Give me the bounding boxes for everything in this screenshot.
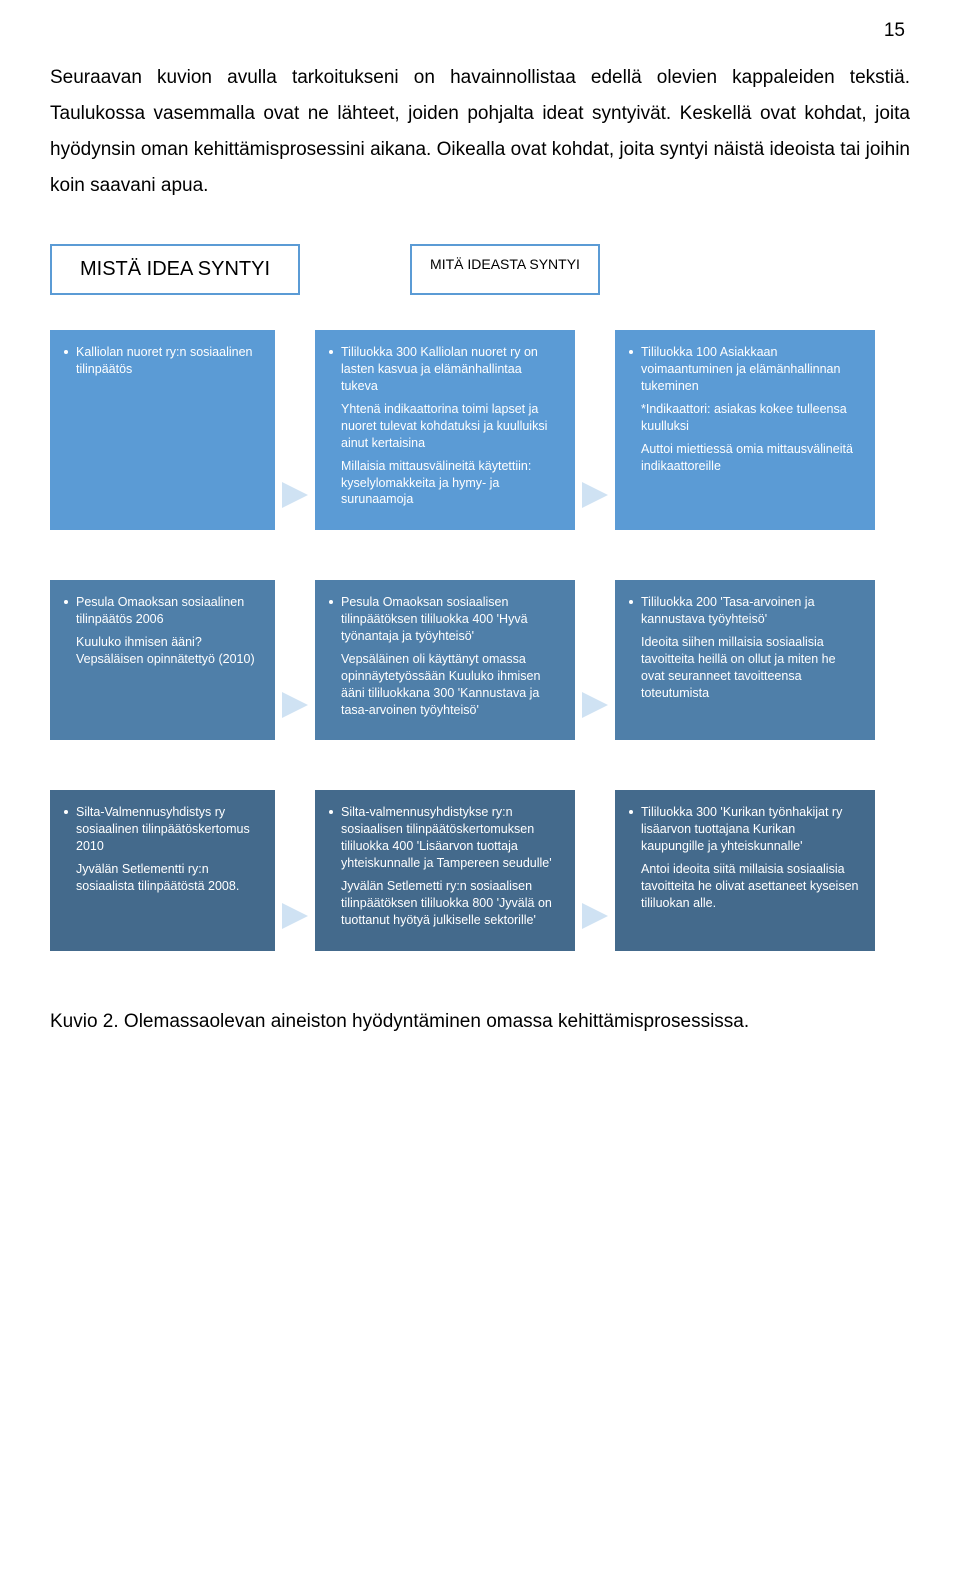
card-middle-1-sub: Millaisia mittausvälineitä käytettiin: k… xyxy=(329,458,561,509)
card-left-2: Pesula Omaoksan sosiaalinen tilinpäätös … xyxy=(50,580,275,740)
card-right-3-sub: Antoi ideoita siitä millaisia sosiaalisi… xyxy=(629,861,861,912)
figure-caption: Kuvio 2. Olemassaolevan aineiston hyödyn… xyxy=(50,1011,910,1033)
card-middle-1: Tililuokka 300 Kalliolan nuoret ry on la… xyxy=(315,330,575,530)
card-left-1: Kalliolan nuoret ry:n sosiaalinen tilinp… xyxy=(50,330,275,530)
card-right-1-sub: *Indikaattori: asiakas kokee tulleensa k… xyxy=(629,401,861,435)
card-middle-3-bullet: Silta-valmennusyhdistykse ry:n sosiaalis… xyxy=(329,804,561,872)
flow-row-1: Kalliolan nuoret ry:n sosiaalinen tilinp… xyxy=(50,330,910,530)
card-left-2-bullet: Pesula Omaoksan sosiaalinen tilinpäätös … xyxy=(64,594,261,628)
card-middle-1-bullet: Tililuokka 300 Kalliolan nuoret ry on la… xyxy=(329,344,561,395)
arrow-2-a xyxy=(275,688,315,740)
card-left-2-sub: Kuuluko ihmisen ääni? Vepsäläisen opinnä… xyxy=(64,634,261,668)
card-right-1-bullet: Tililuokka 100 Asiakkaan voimaantuminen … xyxy=(629,344,861,395)
card-middle-2-sub: Vepsäläinen oli käyttänyt omassa opinnäy… xyxy=(329,651,561,719)
card-left-3-sub: Jyvälän Setlementti ry:n sosiaalista til… xyxy=(64,861,261,895)
card-right-2: Tililuokka 200 'Tasa-arvoinen ja kannust… xyxy=(615,580,875,740)
flow-row-3: Silta-Valmennusyhdistys ry sosiaalinen t… xyxy=(50,790,910,950)
card-right-2-bullet: Tililuokka 200 'Tasa-arvoinen ja kannust… xyxy=(629,594,861,628)
card-middle-3: Silta-valmennusyhdistykse ry:n sosiaalis… xyxy=(315,790,575,950)
card-left-3: Silta-Valmennusyhdistys ry sosiaalinen t… xyxy=(50,790,275,950)
card-middle-3-sub: Jyvälän Setlemetti ry:n sosiaalisen tili… xyxy=(329,878,561,929)
arrow-3-a xyxy=(275,899,315,951)
card-middle-2: Pesula Omaoksan sosiaalisen tilinpäätöks… xyxy=(315,580,575,740)
arrow-1-b xyxy=(575,478,615,530)
card-right-3: Tililuokka 300 'Kurikan työnhakijat ry l… xyxy=(615,790,875,950)
header-row: MISTÄ IDEA SYNTYI MITÄ IDEASTA SYNTYI xyxy=(50,244,910,295)
arrow-2-b xyxy=(575,688,615,740)
card-left-3-bullet: Silta-Valmennusyhdistys ry sosiaalinen t… xyxy=(64,804,261,855)
flow-row-2: Pesula Omaoksan sosiaalinen tilinpäätös … xyxy=(50,580,910,740)
intro-paragraph: Seuraavan kuvion avulla tarkoitukseni on… xyxy=(50,60,910,204)
card-middle-1-sub: Yhtenä indikaattorina toimi lapset ja nu… xyxy=(329,401,561,452)
arrow-1-a xyxy=(275,478,315,530)
card-right-1: Tililuokka 100 Asiakkaan voimaantuminen … xyxy=(615,330,875,530)
header-right: MITÄ IDEASTA SYNTYI xyxy=(410,244,600,295)
header-left: MISTÄ IDEA SYNTYI xyxy=(50,244,300,295)
card-right-1-sub: Auttoi miettiessä omia mittausvälineitä … xyxy=(629,441,861,475)
page-number: 15 xyxy=(884,20,905,42)
arrow-3-b xyxy=(575,899,615,951)
card-right-3-bullet: Tililuokka 300 'Kurikan työnhakijat ry l… xyxy=(629,804,861,855)
card-middle-2-bullet: Pesula Omaoksan sosiaalisen tilinpäätöks… xyxy=(329,594,561,645)
card-left-1-bullet: Kalliolan nuoret ry:n sosiaalinen tilinp… xyxy=(64,344,261,378)
card-right-2-sub: Ideoita siihen millaisia sosiaalisia tav… xyxy=(629,634,861,702)
